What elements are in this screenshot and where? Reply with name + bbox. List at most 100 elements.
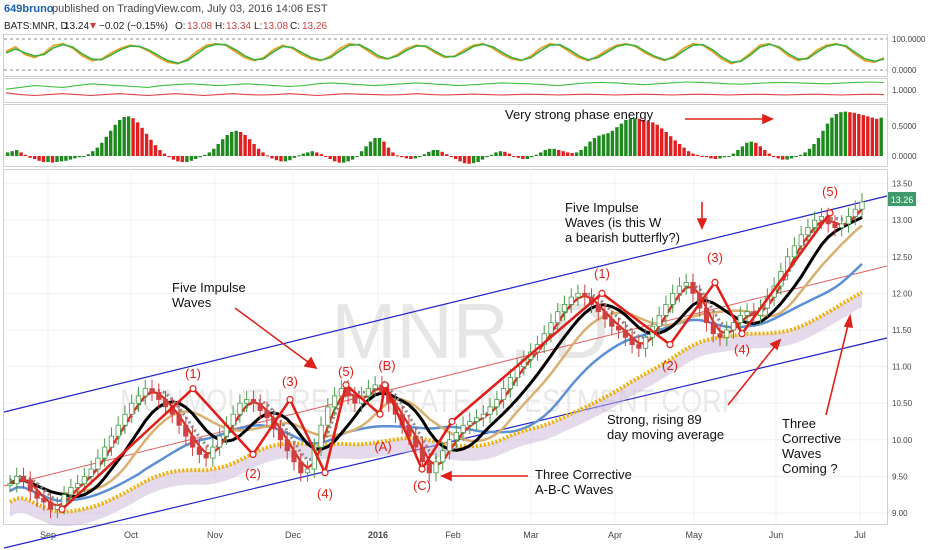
- oscillator-2-lines: [5, 81, 885, 97]
- phase-energy-bar: [328, 156, 332, 159]
- annotation-line: Five Impulse: [172, 280, 246, 295]
- price-candle: [244, 390, 250, 412]
- phase-energy-bar: [839, 112, 843, 156]
- price-candle: [149, 379, 155, 402]
- phase-energy-bar: [382, 141, 386, 156]
- phase-energy-bar: [561, 151, 565, 156]
- phase-energy-bar: [718, 156, 722, 159]
- candle-body: [643, 336, 649, 349]
- price-candle: [325, 398, 331, 434]
- phase-energy-bar: [324, 156, 328, 157]
- phase-energy-bar: [368, 141, 373, 156]
- candle-body: [365, 388, 372, 397]
- phase-energy-bar: [167, 156, 171, 158]
- candle-body: [176, 413, 182, 426]
- price-candle: [48, 493, 54, 519]
- watermark-ticker: MNR, D: [331, 287, 608, 375]
- phase-energy-bar: [852, 112, 856, 156]
- candle-body: [142, 388, 148, 397]
- phase-energy-bar: [10, 151, 14, 156]
- author-name[interactable]: 649bruno: [4, 3, 54, 15]
- annotation-line: A-B-C Waves: [535, 482, 614, 497]
- phase-energy-bar: [243, 135, 247, 156]
- phase-energy-bar: [198, 156, 202, 158]
- phase-energy-bar: [579, 150, 583, 156]
- candle-body: [75, 483, 81, 488]
- phase-energy-bar: [131, 118, 135, 156]
- candle-body: [595, 303, 601, 313]
- phase-energy-bar: [189, 156, 194, 161]
- price-candle: [480, 405, 487, 427]
- phase-energy-bar: [319, 154, 323, 156]
- annotation-phase-energy: Very strong phase energy: [505, 107, 654, 122]
- candle-body: [724, 329, 730, 338]
- price-tick-label: 9.50: [892, 472, 908, 481]
- price-tick-label: 12.00: [892, 289, 913, 298]
- price-candle: [129, 394, 135, 423]
- price-candle: [115, 416, 121, 445]
- high-label: H:: [215, 21, 225, 32]
- phase-energy-bar: [485, 156, 489, 158]
- price-candle: [832, 215, 838, 237]
- price-candle: [291, 441, 297, 471]
- wave-pivot-marker: [738, 330, 746, 338]
- price-candle: [670, 284, 676, 314]
- phase-energy-bar: [467, 156, 471, 164]
- candle-body: [703, 307, 710, 324]
- phase-energy-bar: [28, 156, 32, 158]
- phase-energy-bar: [207, 152, 211, 156]
- annotation-arrows: [234, 113, 853, 482]
- osc2-tick-label: 1.0000: [892, 86, 917, 95]
- price-candle: [189, 427, 196, 456]
- candle-body: [34, 490, 40, 499]
- phase-energy-bar: [507, 153, 512, 156]
- annotation-line: a bearish butterfly?): [565, 230, 680, 245]
- price-candle: [142, 379, 148, 405]
- phase-energy-bar: [73, 156, 77, 159]
- phase-energy-bar: [713, 156, 718, 159]
- last-price-tag-text: 13.26: [891, 195, 914, 205]
- phase-energy-bar: [359, 151, 364, 156]
- price-tick-label: 11.50: [892, 326, 912, 335]
- phase-energy-bar: [821, 130, 825, 156]
- price-candle: [162, 390, 169, 416]
- candle-body: [744, 311, 750, 316]
- candle-body: [852, 208, 858, 217]
- published-info: published on TradingView.com, July 03, 2…: [52, 3, 328, 15]
- time-tick-label: Jun: [769, 530, 784, 540]
- candle-body: [622, 329, 629, 338]
- phase-energy-bar: [628, 118, 633, 156]
- arrow-head-icon: [769, 338, 782, 351]
- phase-energy-bar: [494, 152, 498, 156]
- candle-body: [663, 303, 669, 316]
- arrow-89-ma: [727, 344, 777, 406]
- phase-energy-bar: [512, 156, 516, 157]
- last-price-tag: 13.26: [888, 192, 916, 206]
- candle-body: [568, 296, 574, 305]
- phase-energy-bar: [288, 156, 292, 161]
- wave-label: (B): [378, 358, 395, 373]
- phase-energy-bar: [597, 135, 601, 156]
- candle-body: [629, 336, 635, 345]
- price-candle: [210, 438, 216, 467]
- price-change: −0.02 (−0.15%): [99, 21, 168, 32]
- candle-body: [805, 227, 811, 236]
- hist-tick-label: 0.5000: [892, 122, 917, 131]
- phase-energy-bar: [46, 156, 50, 162]
- price-candle: [250, 390, 256, 412]
- publish-header: 649bruno published on TradingView.com, J…: [4, 3, 328, 15]
- candle-body: [561, 303, 568, 313]
- price-candle: [298, 452, 304, 482]
- price-tick-label: 11.00: [892, 363, 912, 372]
- wave-label: (4): [317, 486, 333, 501]
- phase-energy-bar: [462, 156, 467, 164]
- phase-energy-bar: [843, 111, 848, 156]
- candle-body: [183, 424, 189, 437]
- candle-body: [264, 410, 270, 419]
- candle-body: [257, 402, 263, 411]
- phase-energy-bar: [812, 144, 816, 156]
- symbol-label[interactable]: BATS:MNR, D: [4, 21, 68, 32]
- price-candle: [805, 218, 811, 244]
- phase-energy-bar: [50, 156, 55, 163]
